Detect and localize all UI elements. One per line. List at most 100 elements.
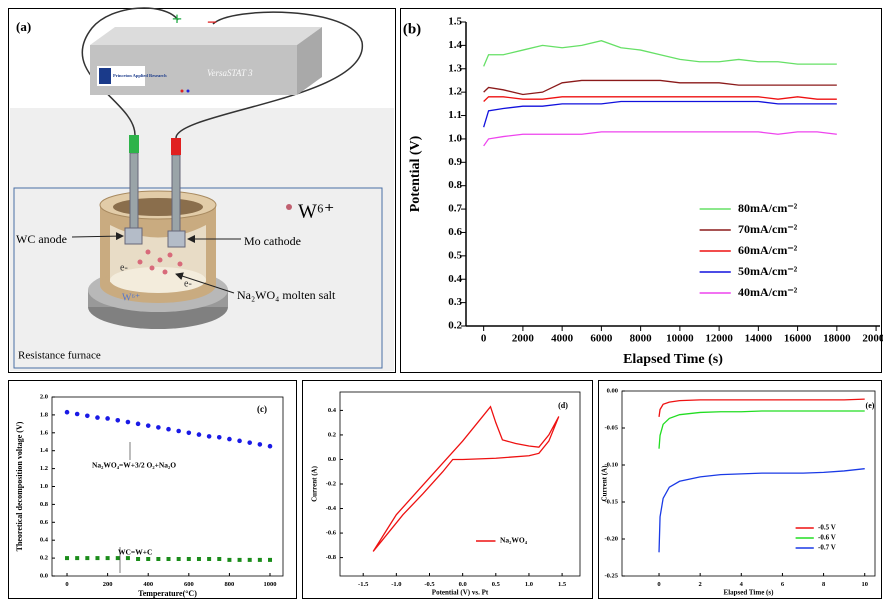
x-tick-label: 18000 [823,333,851,345]
point [75,412,80,417]
panel-label: (b) [403,21,421,37]
point [258,558,262,562]
y-tick-label: 1.5 [448,16,462,28]
instrument-name: VersaSTAT 3 [207,68,253,78]
anode-label: WC anode [16,232,67,246]
furnace-label: Resistance furnace [18,350,101,362]
y-tick-label: 0.4 [448,273,462,285]
y-tick-label: 0.8 [448,179,462,191]
ion [168,253,173,258]
y-tick-label: -0.20 [604,535,618,542]
page: {"diagram": {"label": "(a)", "plus": "+"… [0,0,883,600]
y-tick-label: 0.4 [40,537,49,544]
y-tick-label: 0.5 [448,249,462,261]
cathode-clip [171,138,181,155]
panel-label: (c) [257,404,267,414]
x-axis-title: Elapsed Time (s) [623,352,723,367]
point [207,434,212,439]
electrode-rod [172,155,180,235]
crucible-inside [113,198,203,216]
x-tick-label: 16000 [784,333,812,345]
point [95,415,100,420]
point [268,444,273,449]
point [75,556,79,560]
panel-frame [401,9,882,373]
legend-label: -0.7 V [818,544,836,552]
logo-mark [99,68,111,84]
x-axis-title: Potential (V) vs. Pt [432,589,489,597]
legend-label: 60mA/cm⁻² [738,243,798,257]
x-tick-label: 10000 [666,333,694,345]
led [187,90,190,93]
point [85,413,90,418]
legend-label: 80mA/cm⁻² [738,201,798,215]
x-tick-label: -1.5 [358,581,369,588]
x-tick-label: 400 [143,581,153,588]
y-tick-label: 1.4 [40,447,49,454]
y-tick-label: 0.4 [328,407,337,414]
y-tick-label: 1.1 [448,109,462,121]
point [227,558,231,562]
annotation: WC=W+C [118,548,152,557]
y-tick-label: -0.25 [604,572,618,579]
y-tick-label: 1.6 [40,429,49,436]
ion-legend: W⁶⁺ [298,201,334,223]
y-tick-label: 1.0 [40,483,48,490]
electron: e- [120,262,128,273]
point [105,416,110,421]
point [106,556,110,560]
panel-frame [599,381,882,599]
led [181,90,184,93]
x-tick-label: 1.5 [558,581,567,588]
y-axis-title: Current (A) [311,465,319,502]
y-tick-label: -0.2 [326,480,336,487]
point [136,557,140,561]
x-axis-title: Elapsed Time (s) [724,589,775,597]
x-tick-label: 14000 [745,333,773,345]
legend-label: Na₂WO₄ [500,536,528,545]
y-tick-label: 2.0 [40,393,48,400]
y-tick-label: 0.2 [328,431,336,438]
point [207,557,211,561]
panel-label: (a) [16,19,31,34]
ion [178,262,183,267]
y-tick-label: 0.6 [448,226,462,238]
y-tick-label: 0.6 [40,519,49,526]
legend-label: -0.6 V [818,534,836,542]
point [156,425,161,430]
y-tick-label: 0.7 [448,203,462,215]
point [237,439,242,444]
point [167,557,171,561]
y-tick-label: -0.05 [604,424,618,431]
electrode-rod [130,153,138,233]
x-tick-label: 0 [65,581,68,588]
y-tick-label: 0.2 [40,555,48,562]
x-tick-label: 8000 [630,333,653,345]
point [136,422,141,427]
x-tick-label: 200 [103,581,113,588]
y-tick-label: 1.3 [448,62,462,74]
y-tick-label: 1.4 [448,39,462,51]
x-tick-label: 6000 [590,333,613,345]
x-tick-label: -0.5 [424,581,435,588]
point [85,556,89,560]
y-tick-label: 1.2 [40,465,48,472]
ion [150,266,155,271]
point [166,427,171,432]
y-tick-label: 0.9 [448,156,462,168]
cathode-label: Mo cathode [244,234,301,248]
point [187,431,192,436]
ion-symbol [286,204,292,210]
legend-label: 70mA/cm⁻² [738,222,798,236]
point [197,557,201,561]
point [187,557,191,561]
legend-label: 40mA/cm⁻² [738,285,798,299]
x-axis-title: Temperature(°C) [138,589,197,598]
x-tick-label: 1000 [264,581,277,588]
point [197,432,202,437]
y-tick-label: 0.00 [607,387,618,394]
figure: Princeton Applied Research VersaSTAT 3 +… [0,0,883,600]
y-tick-label: 0.8 [40,501,49,508]
y-axis-title: Theoretical decomposition voltage (V) [15,421,24,551]
x-tick-label: 0 [481,333,487,345]
